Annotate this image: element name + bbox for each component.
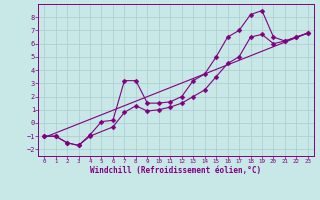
- X-axis label: Windchill (Refroidissement éolien,°C): Windchill (Refroidissement éolien,°C): [91, 166, 261, 175]
